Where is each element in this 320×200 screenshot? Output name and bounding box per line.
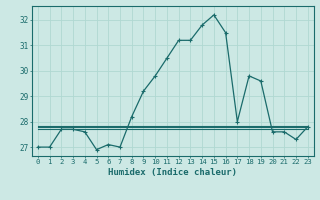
X-axis label: Humidex (Indice chaleur): Humidex (Indice chaleur) bbox=[108, 168, 237, 177]
